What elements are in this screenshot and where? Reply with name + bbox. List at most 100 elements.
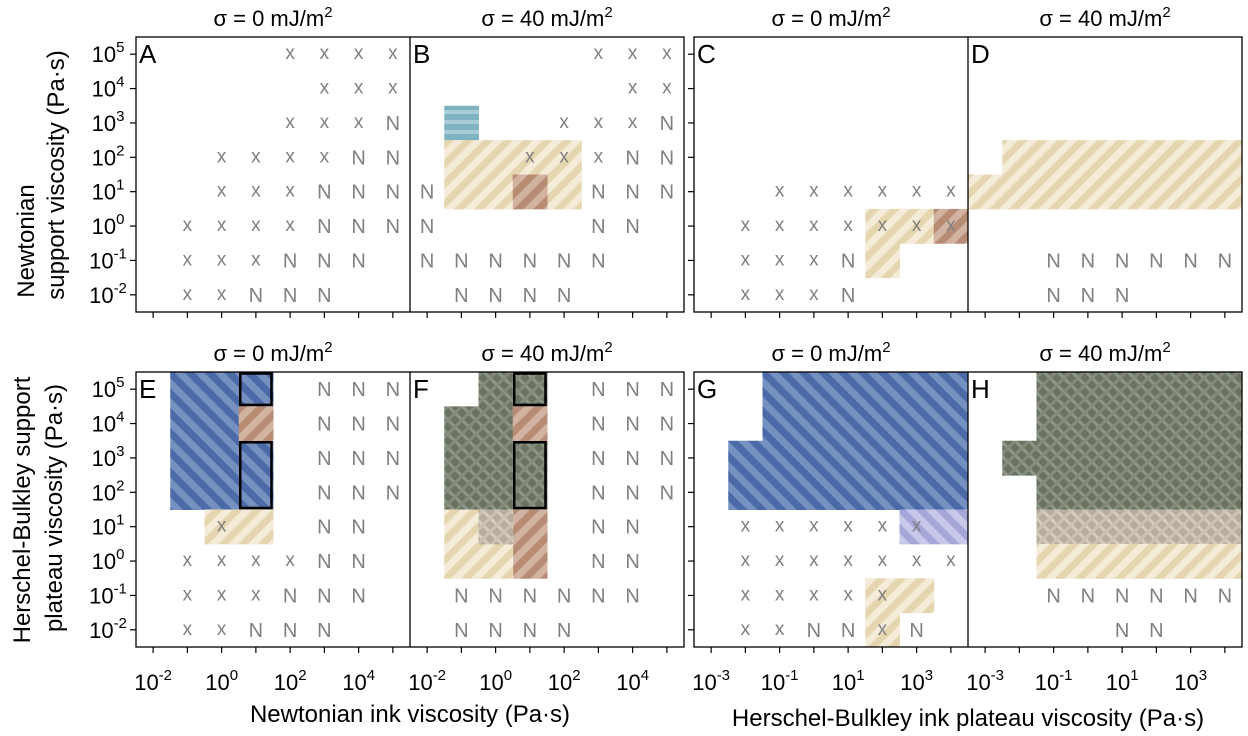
marker-x: x [843, 584, 853, 605]
y-tick-label: 105 [92, 39, 125, 67]
marker-n: N [1046, 585, 1060, 607]
region-cell-olive [478, 440, 514, 476]
region-cell-tan [1070, 140, 1106, 175]
region-cell-olive [1070, 406, 1106, 442]
region-cell-olive [512, 440, 548, 476]
marker-x: x [741, 619, 751, 640]
region-cell-tan [865, 208, 900, 244]
marker-n: N [283, 620, 297, 642]
region-cell-blue [762, 372, 798, 407]
panel-letter: C [697, 39, 716, 69]
marker-x: x [628, 112, 638, 133]
region-cell-olive [444, 475, 479, 510]
marker-n: N [591, 585, 605, 607]
region-cell-olive-light [1036, 509, 1072, 545]
marker-n: N [351, 182, 365, 204]
marker-n: N [454, 285, 468, 307]
y-tick-label: 10-2 [89, 615, 127, 643]
marker-n: N [591, 551, 605, 573]
panel-f: N N NN N NN N NN N NN NN NN N N N N NN N N NFσ = 40 mJ/m2 [413, 339, 674, 642]
marker-x: x [217, 619, 227, 640]
x-tick-label: 10-2 [134, 667, 172, 695]
region-cell-tan [478, 140, 514, 175]
region-cell-tan [1036, 543, 1072, 579]
marker-x: x [217, 181, 227, 202]
x-tick-label: 10-1 [761, 667, 799, 695]
region-cell-tan [865, 243, 900, 279]
region-cell-olive [1070, 440, 1106, 476]
region-cell-tan [1002, 174, 1037, 210]
marker-n: N [625, 414, 639, 436]
marker-x: x [912, 550, 922, 571]
region-cell-olive [1173, 440, 1209, 476]
marker-n: N [1081, 285, 1095, 307]
marker-n: N [625, 379, 639, 401]
marker-n: N [523, 250, 537, 272]
region-cell-olive [1139, 372, 1174, 407]
region-cell-blue [728, 440, 763, 476]
marker-n: N [591, 448, 605, 470]
x-tick-label: 10-3 [692, 667, 730, 695]
marker-x: x [741, 550, 751, 571]
y-tick-label: 103 [92, 108, 125, 136]
marker-n: N [317, 182, 331, 204]
region-cell-blue [933, 475, 969, 510]
marker-x: x [594, 112, 604, 133]
marker-x: x [662, 78, 672, 99]
region-cell-olive [1036, 406, 1072, 442]
marker-x: x [878, 181, 888, 202]
marker-x: x [388, 43, 398, 64]
marker-x: x [285, 112, 295, 133]
marker-n: N [283, 285, 297, 307]
region-cell-lavender [933, 509, 969, 545]
marker-n: N [591, 379, 605, 401]
marker-n: N [591, 250, 605, 272]
region-cell-tan [478, 174, 514, 210]
y-tick-label: 100 [92, 211, 125, 239]
region-cell-tan [444, 174, 479, 210]
panel-letter: G [697, 374, 717, 404]
marker-n: N [625, 517, 639, 539]
marker-x: x [878, 584, 888, 605]
y-tick-label: 102 [92, 142, 125, 170]
marker-x: x [843, 181, 853, 202]
marker-n: N [386, 182, 400, 204]
marker-x: x [809, 284, 819, 305]
region-cell-olive-light [1105, 509, 1140, 545]
marker-n: N [386, 216, 400, 238]
marker-x: x [354, 78, 364, 99]
panel-c: x x x x x xx x x x x x xx x x Nx x x NCσ = 0 mJ/m2 [697, 4, 969, 307]
marker-x: x [525, 146, 535, 167]
marker-n: N [454, 620, 468, 642]
region-cell-olive [1070, 475, 1106, 510]
region-cell-tan [1070, 543, 1106, 579]
region-cell-olive [1105, 406, 1140, 442]
marker-n: N [1149, 250, 1163, 272]
marker-x: x [912, 181, 922, 202]
region-cell-blue [762, 440, 798, 476]
region-cell-blue [762, 475, 798, 510]
region-cell-tan [444, 140, 479, 175]
region-cell-blue [933, 372, 969, 407]
marker-n: N [523, 285, 537, 307]
marker-x: x [183, 284, 193, 305]
x-tick-label: 101 [1106, 667, 1139, 695]
region-cell-blue [933, 406, 969, 442]
region-cell-brown [512, 543, 548, 579]
region-cell-olive [512, 372, 548, 407]
region-cell-tan [1036, 174, 1072, 210]
marker-x: x [251, 584, 261, 605]
marker-x: x [285, 215, 295, 236]
region-cell-olive [1036, 440, 1072, 476]
region-cell-blue [831, 475, 866, 510]
region-cell-olive [1105, 475, 1140, 510]
region-cell-blue [831, 440, 866, 476]
region-cell-olive [1002, 440, 1037, 476]
region-cell-blue [204, 406, 240, 442]
marker-x: x [388, 78, 398, 99]
marker-n: N [351, 448, 365, 470]
marker-n: N [660, 113, 674, 135]
panel-letter: F [413, 374, 429, 404]
region-cell-olive [1207, 440, 1243, 476]
region-cell-tan [1036, 140, 1072, 175]
